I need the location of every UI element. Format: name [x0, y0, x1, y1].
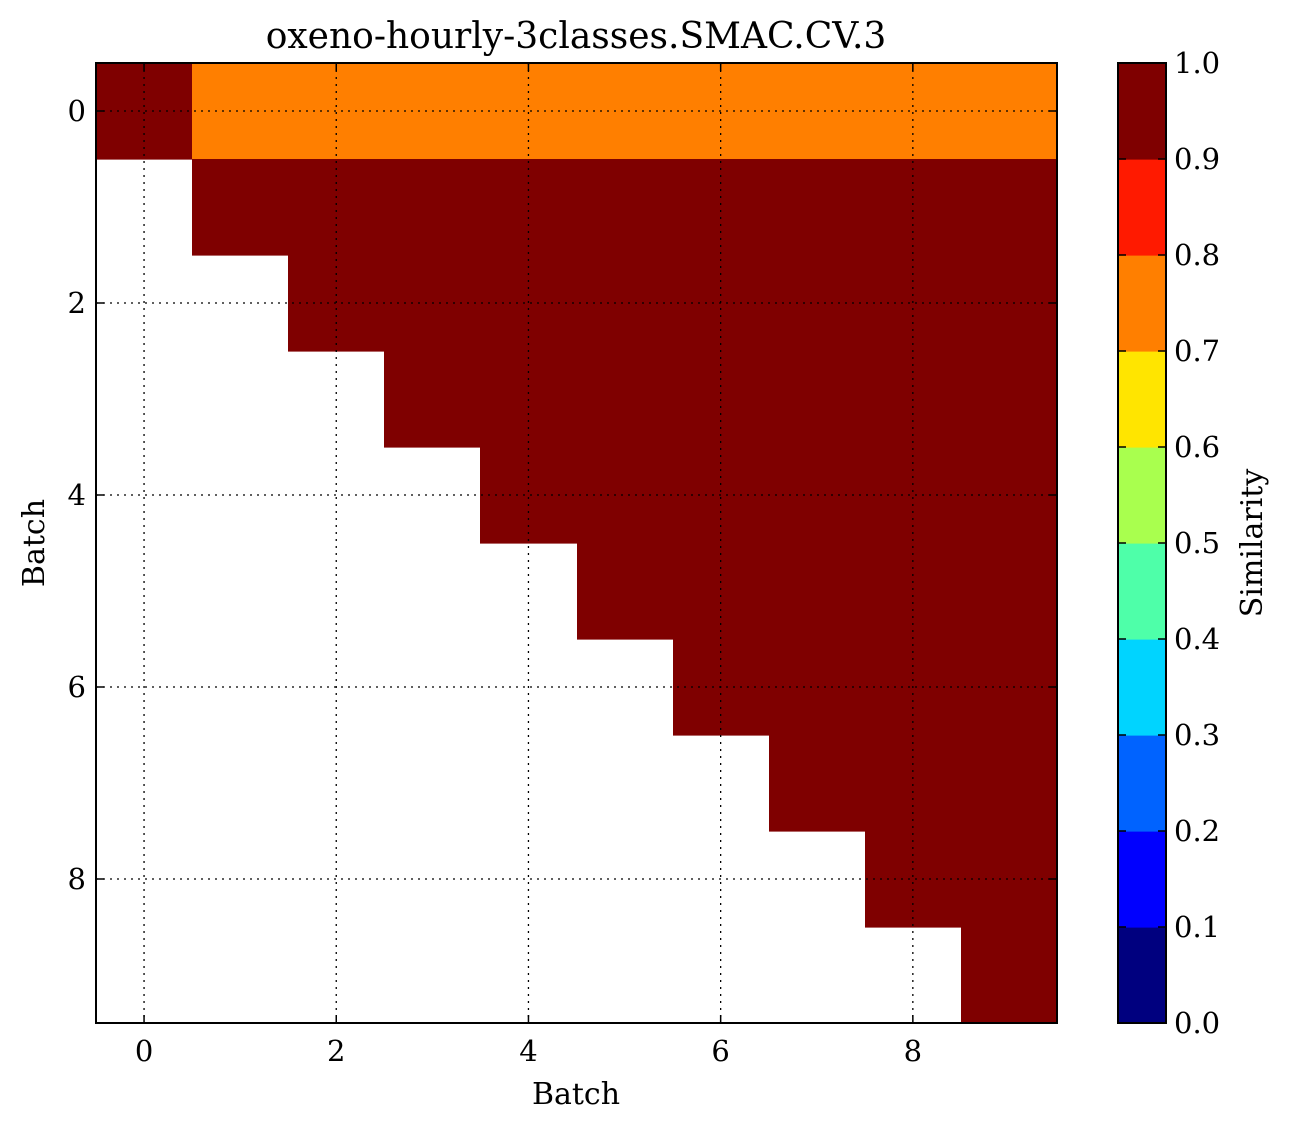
heatmap-cell — [288, 255, 385, 352]
heatmap-cell — [192, 159, 289, 256]
heatmap-cell — [288, 63, 385, 160]
heatmap-cell — [288, 159, 385, 256]
colorbar-tick-label: 0.9 — [1174, 142, 1220, 176]
colorbar-tick-label: 0.5 — [1174, 526, 1220, 560]
heatmap-cell — [865, 447, 962, 544]
heatmap-cell — [384, 159, 481, 256]
plot-frame — [95, 62, 1058, 1024]
y-axis-label: Batch — [17, 499, 52, 587]
x-tick-label: 2 — [327, 1034, 345, 1068]
heatmap-cell — [673, 255, 770, 352]
heatmap-cell — [865, 735, 962, 832]
y-tick-label: 2 — [68, 286, 86, 320]
y-tick-label: 6 — [68, 670, 86, 704]
y-tick-label: 4 — [68, 478, 86, 512]
heatmap-cell — [577, 543, 674, 640]
colorbar-ticks: 0.0 0.1 0.2 0.3 0.4 0.5 0.6 0.7 0.8 0.9 1.0 — [1118, 46, 1220, 1040]
heatmap-cell — [961, 63, 1058, 160]
heatmap-cell — [961, 735, 1058, 832]
colorbar-tick-label: 0.4 — [1174, 622, 1220, 656]
colorbar-segment — [1118, 63, 1166, 160]
y-axis-ticks: 0 2 4 6 8 — [68, 94, 1057, 896]
heatmap-cell — [769, 351, 866, 448]
heatmap-cell — [96, 63, 193, 160]
colorbar — [1118, 63, 1166, 1024]
x-axis-ticks: 0 2 4 6 8 — [135, 63, 922, 1068]
heatmap-cell — [577, 351, 674, 448]
heatmap-cell — [961, 255, 1058, 352]
heatmap-cell — [577, 63, 674, 160]
colorbar-segment — [1118, 543, 1166, 640]
heatmap-cell — [961, 639, 1058, 736]
heatmap-cell — [961, 159, 1058, 256]
heatmap-cell — [961, 543, 1058, 640]
x-tick-label: 0 — [135, 1034, 153, 1068]
heatmap-cell — [865, 543, 962, 640]
colorbar-segment — [1118, 159, 1166, 256]
heatmap-cell — [769, 735, 866, 832]
colorbar-segment — [1118, 735, 1166, 832]
heatmap-cell — [577, 447, 674, 544]
y-tick-label: 0 — [68, 94, 86, 128]
chart-title: oxeno-hourly-3classes.SMAC.CV.3 — [266, 16, 887, 57]
colorbar-frame — [1117, 62, 1167, 1024]
colorbar-segment — [1118, 831, 1166, 928]
colorbar-segment — [1118, 639, 1166, 736]
heatmap-cell — [961, 831, 1058, 928]
colorbar-tick-label: 1.0 — [1174, 46, 1220, 80]
heatmap-cell — [384, 351, 481, 448]
colorbar-segment — [1118, 447, 1166, 544]
x-tick-label: 4 — [519, 1034, 537, 1068]
colorbar-tick-label: 0.1 — [1174, 910, 1220, 944]
colorbar-tick-label: 0.3 — [1174, 718, 1220, 752]
heatmap-cell — [961, 447, 1058, 544]
colorbar-tick-label: 0.8 — [1174, 238, 1220, 272]
heatmap-cell — [480, 447, 578, 544]
heatmap-cell — [865, 831, 962, 928]
colorbar-tick-label: 0.7 — [1174, 334, 1220, 368]
colorbar-tick-label: 0.2 — [1174, 814, 1220, 848]
heatmap-cell — [480, 159, 578, 256]
heatmap-cell — [769, 543, 866, 640]
heatmap-cells — [96, 63, 1058, 1024]
colorbar-label: Similarity — [1235, 469, 1270, 618]
colorbar-segment — [1118, 351, 1166, 448]
colorbar-segment — [1118, 255, 1166, 352]
x-axis-label: Batch — [532, 1077, 620, 1112]
grid-lines — [96, 63, 1057, 1023]
heatmap-cell — [961, 351, 1058, 448]
heatmap-cell — [769, 159, 866, 256]
heatmap-cell — [577, 255, 674, 352]
heatmap-cell — [865, 159, 962, 256]
y-tick-label: 8 — [68, 862, 86, 896]
x-tick-label: 6 — [711, 1034, 729, 1068]
colorbar-tick-label: 0.0 — [1174, 1006, 1220, 1040]
heatmap-cell — [673, 543, 770, 640]
heatmap-cell — [673, 159, 770, 256]
colorbar-segment — [1118, 927, 1166, 1024]
heatmap-cell — [192, 63, 289, 160]
heatmap-cell — [577, 159, 674, 256]
colorbar-tick-label: 0.6 — [1174, 430, 1220, 464]
heatmap-cell — [961, 927, 1058, 1024]
heatmap-cell — [673, 63, 770, 160]
x-tick-label: 8 — [904, 1034, 922, 1068]
